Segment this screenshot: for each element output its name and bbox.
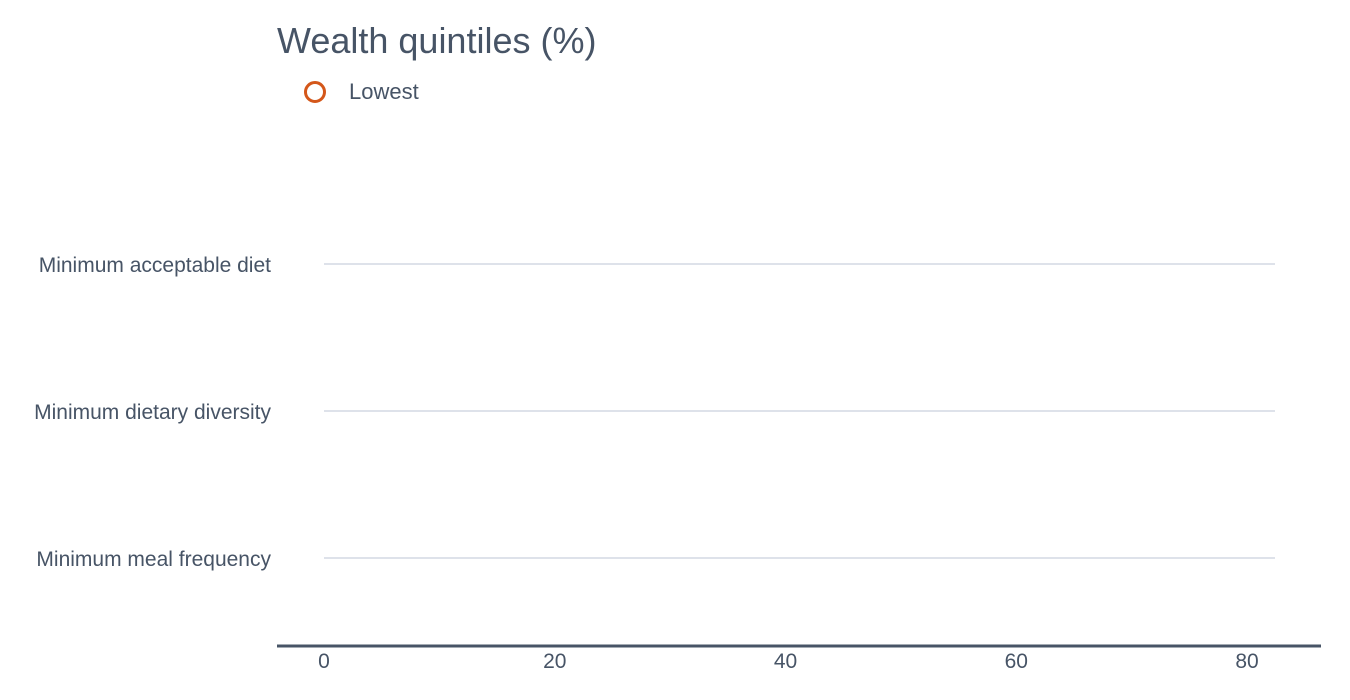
legend-marker-lowest-icon	[304, 81, 326, 103]
x-tick-label: 60	[1005, 650, 1028, 673]
chart-title: Wealth quintiles (%)	[277, 20, 597, 61]
x-tick-label: 20	[543, 650, 566, 673]
category-label: Minimum dietary diversity	[34, 401, 271, 424]
legend-label-lowest[interactable]: Lowest	[349, 79, 419, 104]
legend: Lowest	[304, 78, 419, 106]
x-tick-label: 80	[1235, 650, 1258, 673]
x-tick-label: 0	[318, 650, 330, 673]
category-label: Minimum acceptable diet	[39, 254, 271, 277]
x-tick-label: 40	[774, 650, 797, 673]
category-label: Minimum meal frequency	[36, 548, 271, 571]
